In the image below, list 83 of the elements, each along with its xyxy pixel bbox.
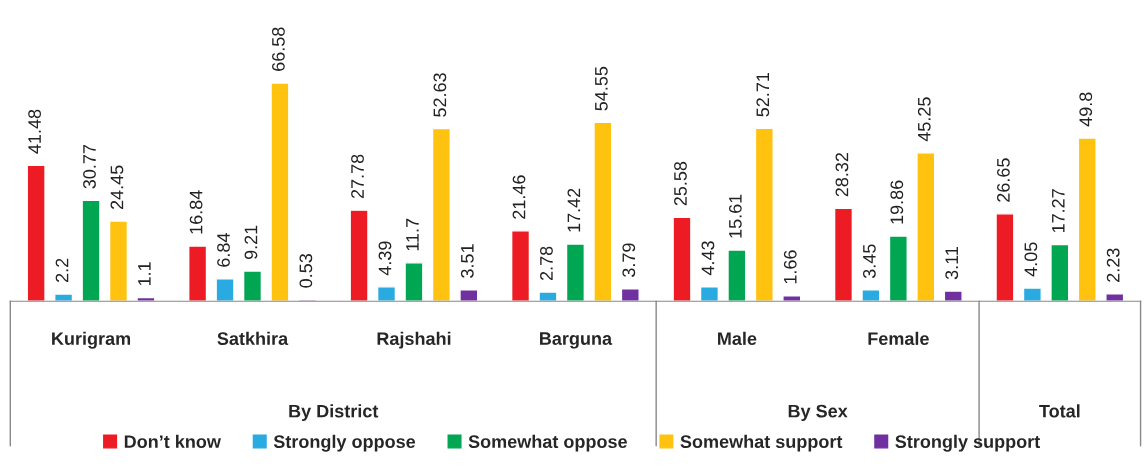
bar	[995, 213, 1015, 302]
bar	[916, 152, 936, 302]
text: Total	[1039, 404, 1080, 418]
x-tick-label: Satkhira	[217, 331, 289, 346]
bar	[108, 220, 129, 302]
data-label: 54.55	[595, 66, 608, 111]
data-label: 3.11	[945, 246, 959, 280]
data-label: 1.1	[138, 262, 151, 286]
data-label: 3.51	[460, 244, 474, 278]
data-label: 28.32	[835, 152, 849, 197]
bar	[754, 127, 774, 302]
data-label: 19.86	[890, 180, 904, 224]
bar	[1105, 293, 1125, 302]
bar	[672, 216, 692, 302]
data-label: 17.27	[1051, 189, 1065, 233]
legend-label: Somewhat support	[680, 434, 843, 452]
bar	[943, 290, 963, 302]
data-label: 4.05	[1024, 242, 1038, 277]
data-label: 2.2	[55, 258, 69, 282]
bar	[459, 289, 479, 302]
x-tick-label: Barguna	[540, 332, 613, 349]
bar	[242, 270, 263, 302]
data-label: 2.23	[1106, 248, 1120, 282]
data-label: 3.45	[862, 244, 876, 279]
data-label: 1.66	[783, 250, 797, 284]
bar	[861, 289, 881, 302]
x-tick-label: Female	[868, 331, 929, 346]
data-label: 16.84	[189, 190, 203, 234]
data-label: 49.8	[1079, 92, 1093, 127]
data-label: 52.63	[433, 73, 447, 117]
bar	[136, 296, 156, 302]
data-label: 2.78	[540, 246, 553, 281]
data-label: 15.61	[728, 194, 742, 238]
data-label: 6.84	[217, 233, 230, 267]
bar	[431, 127, 451, 302]
data-label: 26.65	[997, 158, 1010, 202]
bar	[538, 291, 558, 302]
bar	[1077, 137, 1097, 302]
data-label: 17.42	[567, 188, 581, 232]
x-tick-label: Kurigram	[52, 331, 131, 349]
bar	[54, 293, 74, 302]
data-label: 3.79	[622, 243, 636, 277]
legend-label: Strongly oppose	[273, 434, 416, 452]
data-label: 9.21	[244, 225, 258, 260]
data-label: 45.25	[917, 97, 931, 142]
data-label: 25.58	[674, 161, 687, 206]
bar	[404, 262, 424, 302]
bar	[1050, 243, 1070, 302]
bar	[1022, 287, 1042, 302]
bar	[833, 207, 854, 302]
data-label: 0.53	[299, 254, 313, 288]
bar	[376, 286, 397, 302]
bar	[26, 164, 46, 302]
bar	[510, 230, 531, 302]
bar	[215, 278, 235, 302]
x-tick-label: Rajshahi	[377, 331, 451, 349]
data-label: 24.45	[110, 165, 124, 210]
legend-label: Strongly support	[895, 434, 1041, 452]
bar	[727, 249, 747, 302]
data-label: 11.7	[406, 218, 419, 251]
bar	[699, 285, 720, 302]
data-label: 52.71	[756, 73, 770, 117]
data-label: 21.46	[512, 175, 526, 219]
bar	[620, 288, 640, 302]
text: By Sex	[788, 404, 848, 422]
data-label: 66.58	[272, 27, 285, 71]
text: By District	[289, 404, 379, 422]
legend-label: Don’t know	[124, 434, 221, 449]
bar	[593, 121, 613, 302]
data-label: 4.43	[701, 241, 715, 276]
data-label: 41.48	[28, 109, 41, 154]
data-label: 30.77	[83, 144, 96, 189]
data-label: 4.39	[378, 241, 392, 276]
bar	[565, 243, 586, 302]
data-label: 27.78	[351, 154, 364, 199]
bar	[81, 199, 101, 302]
bar	[782, 295, 802, 302]
bar	[888, 235, 908, 302]
x-tick-label: Male	[718, 331, 757, 346]
bar	[270, 82, 290, 302]
legend-label: Somewhat oppose	[468, 434, 627, 452]
bar	[188, 245, 208, 302]
bar	[349, 209, 369, 302]
